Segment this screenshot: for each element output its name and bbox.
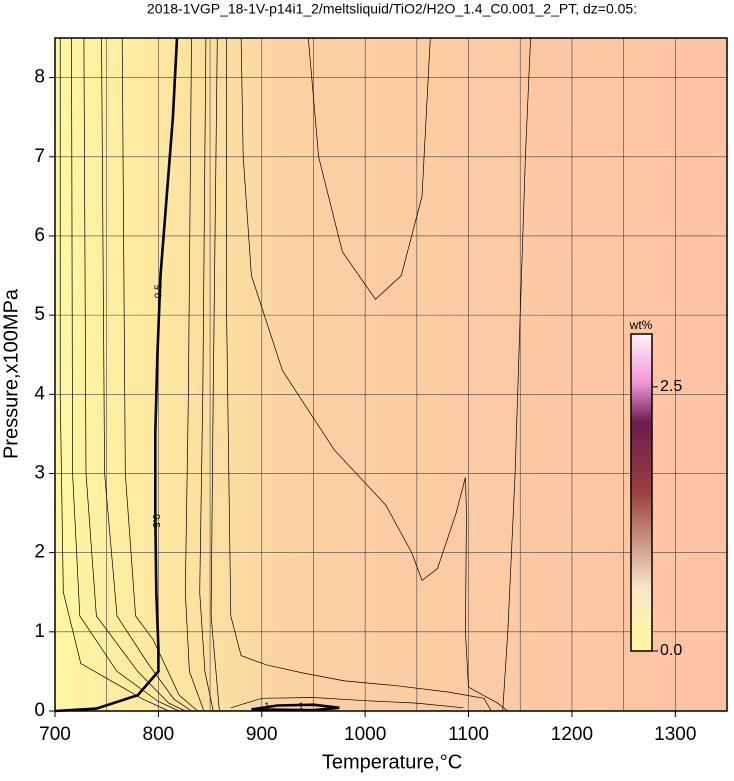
y-tick-label: 2 xyxy=(34,542,45,563)
plot-background xyxy=(55,38,727,711)
contour-line xyxy=(101,37,192,712)
y-tick-label: 1 xyxy=(34,621,45,642)
contour-line xyxy=(59,38,169,712)
y-tick-label: 5 xyxy=(34,304,45,325)
x-tick-label: 1100 xyxy=(448,724,489,745)
contour-line xyxy=(502,37,531,712)
y-tick-label: 7 xyxy=(34,146,45,167)
colorbar xyxy=(630,333,653,652)
contour-label: 0.5 xyxy=(154,284,165,298)
x-tick-label: 1300 xyxy=(654,724,696,745)
contour-line xyxy=(226,38,492,712)
contour-line xyxy=(83,37,186,712)
y-axis-label: Pressure,x100MPa xyxy=(0,288,22,459)
y-tick-label: 8 xyxy=(34,67,45,88)
contour-label: 1 xyxy=(298,702,304,713)
x-tick-label: 900 xyxy=(246,724,278,745)
x-tick-label: 700 xyxy=(39,724,71,745)
contour-label: 1 xyxy=(264,702,270,713)
plot-frame xyxy=(54,37,728,712)
y-tick-label: 4 xyxy=(34,383,45,404)
contour-line xyxy=(210,37,220,712)
colorbar-tick-label: 0.0 xyxy=(660,642,682,659)
x-axis-label: Temperature,°C xyxy=(322,751,462,773)
contour-line xyxy=(184,37,205,712)
y-tick-label: 6 xyxy=(34,225,45,246)
colorbar-tick-label: 2.5 xyxy=(660,378,682,395)
contour-line xyxy=(71,37,180,712)
contour-line xyxy=(230,697,464,709)
y-tick-label: 3 xyxy=(34,462,45,483)
colorbar-label: wt% xyxy=(629,318,653,332)
x-tick-label: 800 xyxy=(143,724,175,745)
contour-label: 0.5 xyxy=(150,514,161,528)
contour-line xyxy=(199,37,214,712)
y-tick-label: 0 xyxy=(34,700,45,721)
contour-line xyxy=(240,37,509,712)
contour-line xyxy=(121,37,198,712)
contour-line xyxy=(307,37,431,300)
contour-line xyxy=(54,37,179,713)
x-tick-label: 1200 xyxy=(551,724,593,745)
chart-title: 2018-1VGP_18-1V-p14i1_2/meltsliquid/TiO2… xyxy=(147,1,637,17)
x-tick-label: 1000 xyxy=(344,724,386,745)
contour-line xyxy=(251,703,340,712)
